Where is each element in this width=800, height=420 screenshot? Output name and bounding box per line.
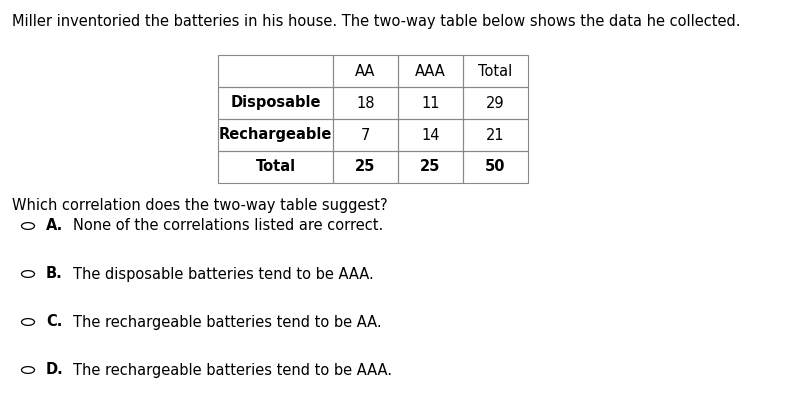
Text: Total: Total	[478, 63, 513, 79]
Text: The rechargeable batteries tend to be AAA.: The rechargeable batteries tend to be AA…	[73, 362, 392, 378]
Text: D.: D.	[46, 362, 64, 378]
Text: 14: 14	[422, 128, 440, 142]
Text: Miller inventoried the batteries in his house. The two-way table below shows the: Miller inventoried the batteries in his …	[12, 14, 741, 29]
Text: 7: 7	[361, 128, 370, 142]
Text: 21: 21	[486, 128, 505, 142]
Text: None of the correlations listed are correct.: None of the correlations listed are corr…	[73, 218, 383, 234]
Text: 25: 25	[420, 160, 441, 174]
Text: Which correlation does the two-way table suggest?: Which correlation does the two-way table…	[12, 198, 388, 213]
Text: B.: B.	[46, 267, 62, 281]
Text: The rechargeable batteries tend to be AA.: The rechargeable batteries tend to be AA…	[73, 315, 382, 330]
Text: C.: C.	[46, 315, 62, 330]
Text: 25: 25	[355, 160, 376, 174]
Text: Disposable: Disposable	[230, 95, 321, 110]
Text: A.: A.	[46, 218, 63, 234]
Text: 29: 29	[486, 95, 505, 110]
Text: 11: 11	[422, 95, 440, 110]
Text: Rechargeable: Rechargeable	[219, 128, 332, 142]
Text: 50: 50	[486, 160, 506, 174]
Text: Total: Total	[255, 160, 295, 174]
Text: 18: 18	[356, 95, 374, 110]
Text: AAA: AAA	[415, 63, 446, 79]
Text: The disposable batteries tend to be AAA.: The disposable batteries tend to be AAA.	[73, 267, 374, 281]
Text: AA: AA	[355, 63, 376, 79]
